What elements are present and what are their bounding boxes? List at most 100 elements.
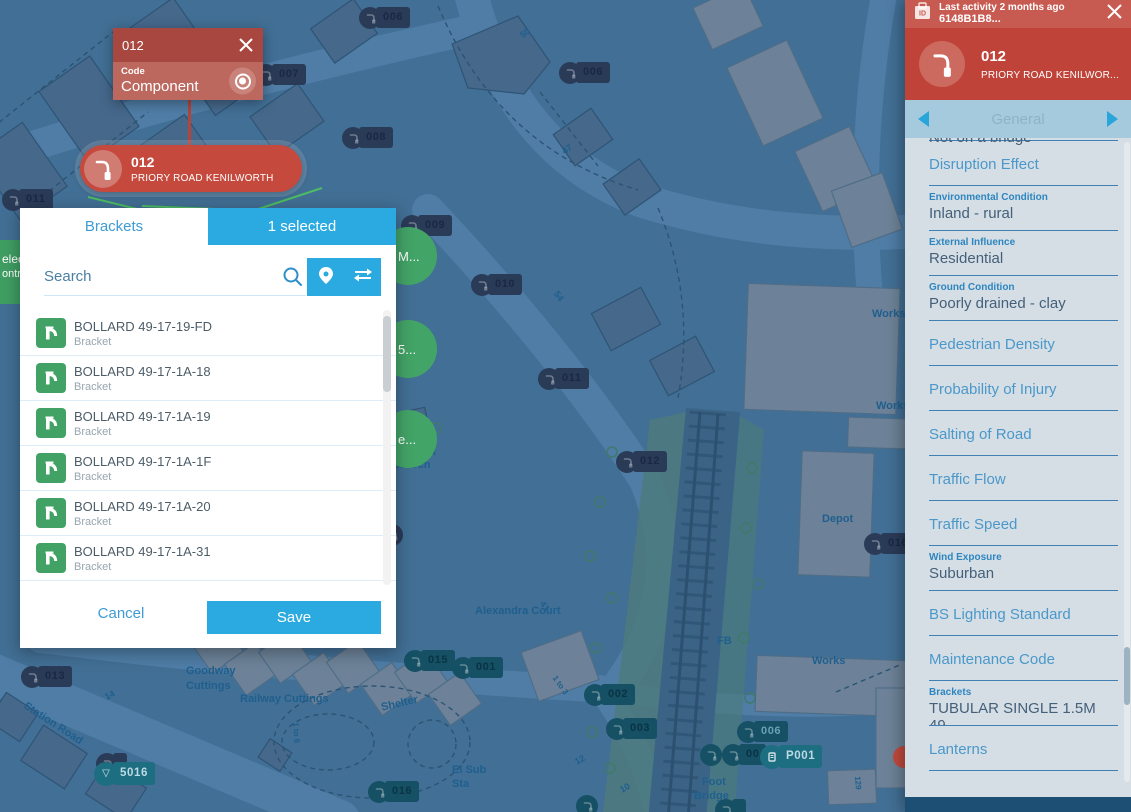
streetlight-marker-icon [404, 650, 426, 672]
callout-field-row[interactable]: Code Component [113, 62, 263, 100]
radio-icon[interactable] [229, 67, 256, 95]
map-marker[interactable]: 002 [584, 684, 636, 706]
bracket-list-item[interactable]: BOLLARD 49-17-1A-1F Bracket [20, 446, 396, 491]
detail-field[interactable]: Brackets TUBULAR SINGLE 1.5M 49... [929, 681, 1118, 726]
bracket-item-subtitle: Bracket [74, 380, 112, 393]
id-badge-icon: ID [913, 2, 932, 27]
streetlight-marker-icon [342, 127, 364, 149]
detail-field-value: Residential [929, 250, 1004, 267]
map-marker[interactable] [576, 795, 598, 812]
tab-selected-count[interactable]: 1 selected [208, 208, 396, 245]
detail-field[interactable]: Disruption Effect [929, 141, 1118, 186]
detail-field[interactable]: Wind Exposure Suburban [929, 546, 1118, 591]
detail-field[interactable]: External Influence Residential [929, 231, 1118, 276]
detail-field[interactable]: Ground Condition Poorly drained - clay [929, 276, 1118, 321]
detail-field-label: External Influence [929, 237, 1016, 248]
close-icon[interactable] [1106, 3, 1123, 25]
panel-scrollbar[interactable] [1124, 142, 1130, 782]
detail-field[interactable]: Pedestrian Density [929, 321, 1118, 366]
detail-field-label: Environmental Condition [929, 192, 1048, 203]
map-marker[interactable]: ▽ 5016 [94, 762, 155, 786]
marker-label: 003 [623, 718, 658, 739]
swap-arrows-icon [352, 267, 374, 288]
detail-field-label: Lanterns [929, 741, 988, 758]
bracket-icon [36, 498, 66, 528]
tab-brackets[interactable]: Brackets [20, 208, 208, 245]
bracket-item-subtitle: Bracket [74, 560, 112, 573]
detail-field-label: Pedestrian Density [929, 336, 1055, 353]
map-marker[interactable] [715, 799, 746, 812]
detail-field[interactable]: BS Lighting Standard [929, 591, 1118, 636]
map-marker[interactable]: P001 [760, 745, 823, 769]
detail-field[interactable]: Salting of Road [929, 411, 1118, 456]
prev-section-chevron-icon[interactable] [918, 111, 929, 127]
bracket-list-item[interactable]: BOLLARD 49-17-1A-18 Bracket [20, 356, 396, 401]
map-marker[interactable]: 006 [359, 7, 411, 29]
detail-field[interactable]: Probability of Injury [929, 366, 1118, 411]
callout-connector-line [188, 98, 191, 148]
marker-label: 015 [421, 650, 456, 671]
map-label: Goodway [186, 665, 236, 677]
marker-label: 011 [555, 368, 589, 389]
bracket-item-title: BOLLARD 49-17-19-FD [74, 318, 212, 334]
map-label: Works [872, 308, 906, 320]
map-marker[interactable]: 00 [722, 744, 767, 766]
asset-street: PRIORY ROAD KENILWOR... [981, 69, 1119, 81]
marker-label: P001 [779, 745, 823, 768]
map-marker[interactable]: 013 [21, 666, 73, 688]
map-marker[interactable]: 016 [368, 781, 420, 803]
map-label: Works [812, 655, 846, 667]
bracket-item-subtitle: Bracket [74, 335, 112, 348]
map-marker[interactable]: 008 [342, 127, 394, 149]
marker-label: 001 [469, 657, 504, 678]
streetlight-marker-icon [21, 666, 43, 688]
map-marker[interactable]: 006 [559, 62, 611, 84]
streetlight-icon [919, 41, 965, 87]
callout-field-value: Component [121, 78, 199, 95]
next-section-chevron-icon[interactable] [1107, 111, 1118, 127]
selected-asset-pill[interactable]: 012 PRIORY ROAD KENILWORTH [80, 145, 302, 192]
bracket-list-item[interactable]: BOLLARD 49-17-1A-20 Bracket [20, 491, 396, 536]
save-button[interactable]: Save [207, 601, 381, 634]
map-label: Bridge [694, 790, 729, 802]
asset-street: PRIORY ROAD KENILWORTH [131, 172, 274, 184]
detail-fields: Not on a bridge Disruption EffectEnviron… [905, 129, 1131, 771]
bracket-icon [36, 453, 66, 483]
map-marker[interactable]: 001 [452, 657, 504, 679]
map-marker[interactable]: 011 [2, 189, 53, 211]
last-activity-text: Last activity 2 months ago [939, 2, 1065, 13]
bracket-list-item[interactable]: BOLLARD 49-17-1A-31 Bracket [20, 536, 396, 581]
bracket-item-title: BOLLARD 49-17-1A-31 [74, 543, 211, 559]
green-marker-label: 5... [398, 341, 417, 357]
map-marker[interactable]: 011 [538, 368, 589, 390]
marker-label: 016 [385, 781, 420, 802]
list-scrollbar[interactable] [383, 310, 391, 585]
detail-field[interactable]: Traffic Speed [929, 501, 1118, 546]
detail-field[interactable]: Maintenance Code [929, 636, 1118, 681]
streetlight-marker-icon [864, 533, 886, 555]
streetlight-marker-icon [559, 62, 581, 84]
section-tab-general[interactable]: General [991, 110, 1045, 128]
detail-field[interactable]: Traffic Flow [929, 456, 1118, 501]
map-marker[interactable] [700, 744, 722, 766]
detail-field[interactable]: Environmental Condition Inland - rural [929, 186, 1118, 231]
cancel-button[interactable]: Cancel [97, 605, 145, 622]
map-marker[interactable]: 003 [606, 718, 658, 740]
bracket-list-item[interactable]: BOLLARD 49-17-1A-19 Bracket [20, 401, 396, 446]
bracket-item-title: BOLLARD 49-17-1A-20 [74, 498, 211, 514]
map-marker[interactable]: 010 [471, 274, 523, 296]
scrollbar-thumb[interactable] [383, 316, 391, 392]
close-icon[interactable] [238, 37, 254, 53]
map-marker[interactable]: 015 [404, 650, 456, 672]
search-input[interactable]: Search [44, 258, 306, 296]
scrollbar-thumb[interactable] [1124, 647, 1130, 705]
bracket-icon [36, 318, 66, 348]
marker-label: 010 [488, 274, 523, 295]
bracket-list-item[interactable]: BOLLARD 49-17-19-FD Bracket [20, 311, 396, 356]
transfer-button[interactable] [344, 258, 381, 296]
map-marker[interactable]: 012 [616, 451, 668, 473]
detail-field[interactable]: Lanterns [929, 726, 1118, 771]
map-marker[interactable]: 006 [737, 721, 789, 743]
locate-on-map-button[interactable] [307, 258, 344, 296]
detail-field-label: Brackets [929, 687, 972, 698]
